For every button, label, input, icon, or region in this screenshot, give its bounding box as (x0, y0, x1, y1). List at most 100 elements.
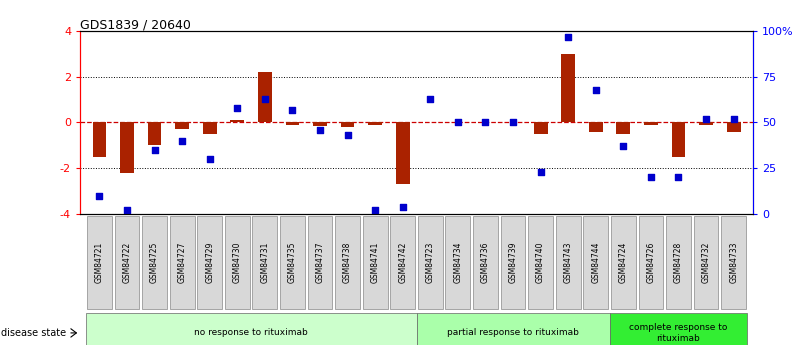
Bar (617, 122, 630, 134)
FancyBboxPatch shape (197, 216, 222, 308)
Text: GSM84724: GSM84724 (619, 241, 628, 283)
Point (93, 193, 106, 198)
Bar (92, 122, 107, 157)
Bar (562, 54, 575, 122)
Bar (120, 122, 134, 173)
Text: GDS1839 / 20640: GDS1839 / 20640 (80, 18, 191, 31)
Bar (258, 72, 272, 122)
Point (645, 175, 658, 180)
FancyBboxPatch shape (501, 216, 525, 308)
Point (672, 175, 685, 180)
Bar (533, 122, 548, 134)
Text: GSM84725: GSM84725 (150, 241, 159, 283)
Point (506, 120, 519, 125)
FancyBboxPatch shape (666, 216, 691, 308)
Bar (644, 122, 658, 125)
Bar (340, 122, 355, 127)
Bar (368, 122, 382, 125)
FancyBboxPatch shape (142, 216, 167, 308)
Point (231, 105, 244, 111)
Text: GSM84736: GSM84736 (481, 241, 490, 283)
Text: GSM84742: GSM84742 (398, 241, 407, 283)
FancyBboxPatch shape (418, 216, 443, 308)
Bar (671, 122, 686, 157)
FancyBboxPatch shape (528, 216, 553, 308)
Text: GSM84738: GSM84738 (343, 241, 352, 283)
Bar (285, 122, 300, 125)
FancyBboxPatch shape (417, 313, 610, 345)
Point (534, 169, 547, 175)
FancyBboxPatch shape (363, 216, 388, 308)
Text: GSM84730: GSM84730 (233, 241, 242, 283)
FancyBboxPatch shape (115, 216, 139, 308)
Text: GSM84743: GSM84743 (564, 241, 573, 283)
Bar (727, 122, 741, 132)
Point (121, 207, 134, 213)
Point (175, 138, 188, 144)
FancyBboxPatch shape (170, 216, 195, 308)
Text: GSM84735: GSM84735 (288, 241, 297, 283)
Point (452, 120, 465, 125)
FancyBboxPatch shape (721, 216, 746, 308)
Text: GSM84740: GSM84740 (536, 241, 545, 283)
Point (699, 116, 712, 121)
Point (727, 116, 740, 121)
Point (479, 120, 492, 125)
Text: complete response to
rituximab: complete response to rituximab (630, 323, 727, 343)
Text: GSM84734: GSM84734 (453, 241, 462, 283)
Bar (396, 122, 409, 184)
FancyBboxPatch shape (280, 216, 305, 308)
FancyBboxPatch shape (335, 216, 360, 308)
Point (617, 144, 630, 149)
Point (396, 204, 409, 209)
FancyBboxPatch shape (556, 216, 581, 308)
Point (259, 96, 272, 101)
FancyBboxPatch shape (583, 216, 608, 308)
Text: disease state: disease state (1, 328, 66, 338)
Bar (175, 122, 189, 129)
Bar (589, 122, 602, 132)
FancyBboxPatch shape (638, 216, 663, 308)
FancyBboxPatch shape (694, 216, 718, 308)
Point (314, 127, 327, 132)
Point (424, 96, 437, 101)
FancyBboxPatch shape (252, 216, 277, 308)
Text: partial response to rituximab: partial response to rituximab (447, 328, 579, 337)
Text: GSM84739: GSM84739 (509, 241, 517, 283)
FancyBboxPatch shape (610, 313, 747, 345)
Text: GSM84731: GSM84731 (260, 241, 269, 283)
Text: GSM84732: GSM84732 (702, 241, 710, 283)
FancyBboxPatch shape (611, 216, 636, 308)
FancyBboxPatch shape (87, 216, 112, 308)
Bar (203, 122, 216, 134)
Point (368, 207, 381, 213)
Text: GSM84737: GSM84737 (316, 241, 324, 283)
Text: GSM84741: GSM84741 (371, 241, 380, 283)
Text: no response to rituximab: no response to rituximab (194, 328, 308, 337)
Text: GSM84728: GSM84728 (674, 241, 683, 283)
Bar (231, 120, 244, 122)
Text: GSM84722: GSM84722 (123, 241, 131, 283)
FancyBboxPatch shape (86, 313, 417, 345)
FancyBboxPatch shape (473, 216, 498, 308)
Bar (147, 122, 162, 145)
Bar (313, 122, 327, 126)
Point (286, 107, 299, 112)
Text: GSM84733: GSM84733 (729, 241, 739, 283)
Text: GSM84744: GSM84744 (591, 241, 600, 283)
Text: GSM84729: GSM84729 (205, 241, 214, 283)
FancyBboxPatch shape (225, 216, 250, 308)
FancyBboxPatch shape (390, 216, 415, 308)
Point (562, 34, 574, 39)
Text: GSM84721: GSM84721 (95, 241, 104, 283)
Point (341, 132, 354, 138)
Bar (699, 122, 713, 125)
Point (203, 156, 216, 162)
Text: GSM84723: GSM84723 (426, 241, 435, 283)
Text: GSM84726: GSM84726 (646, 241, 655, 283)
FancyBboxPatch shape (445, 216, 470, 308)
Point (590, 87, 602, 92)
Point (148, 147, 161, 153)
Text: GSM84727: GSM84727 (178, 241, 187, 283)
FancyBboxPatch shape (308, 216, 332, 308)
